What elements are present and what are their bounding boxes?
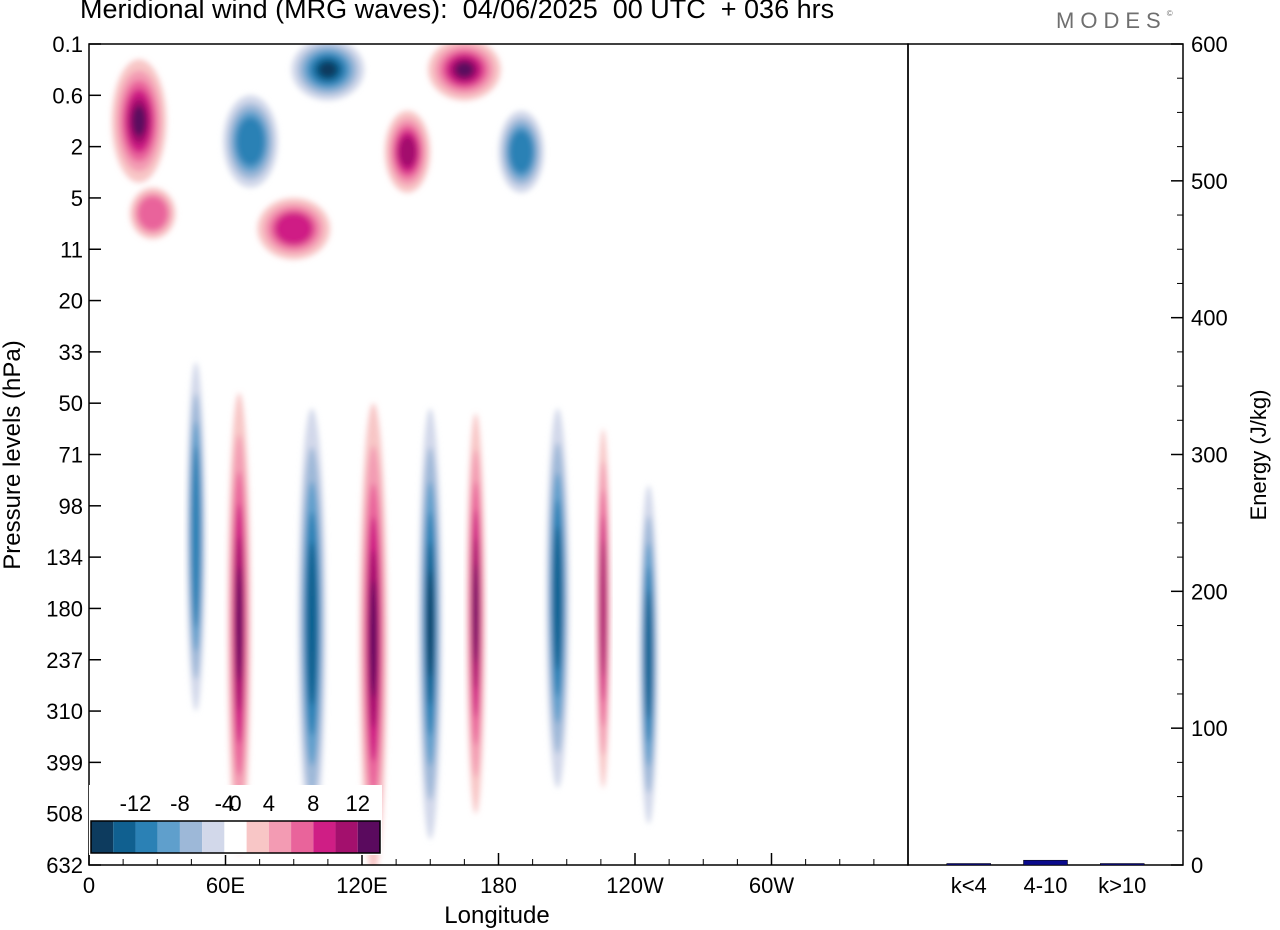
brand-mark: © — [1166, 8, 1173, 18]
colorbar-label: -4 — [215, 791, 235, 816]
wind-feature — [186, 362, 206, 712]
wind-feature — [298, 408, 326, 840]
wind-feature — [359, 403, 388, 865]
y-tick-label: 508 — [46, 802, 83, 827]
colorbar-swatch — [157, 821, 180, 853]
y-tick-label: 33 — [59, 340, 83, 365]
x-tick-label: 120W — [606, 873, 664, 898]
wind-feature — [466, 413, 485, 814]
wind-feature — [546, 408, 570, 789]
y-tick-label: 2 — [71, 135, 83, 160]
wind-contour-band — [427, 569, 434, 678]
colorbar-swatch — [357, 821, 380, 853]
wind-contour-band — [600, 540, 606, 677]
y-axis-label: Pressure levels (hPa) — [0, 340, 26, 569]
y-tick-label: 632 — [46, 853, 83, 878]
wind-contour-band — [191, 445, 201, 628]
x-tick-label: 0 — [83, 873, 95, 898]
wind-feature — [418, 408, 442, 840]
y-tick-label: 0.1 — [52, 32, 83, 57]
x-axis-label: Longitude — [444, 902, 549, 929]
wind-contour-band — [306, 541, 318, 706]
y-tick-label: 20 — [59, 289, 83, 314]
wind-contour-band — [473, 563, 479, 664]
colorbar-frame — [90, 820, 381, 854]
wind-contour-band — [645, 590, 653, 719]
colorbar-swatch — [268, 821, 292, 853]
wind-contour-band — [509, 130, 534, 174]
y-tick-label: 180 — [46, 596, 83, 621]
wind-contour-band — [137, 196, 168, 231]
colorbar-swatch — [135, 821, 158, 853]
wind-feature — [227, 392, 251, 855]
wind-feature — [498, 110, 544, 193]
heatmap-frame — [88, 43, 909, 866]
y-tick-label: 11 — [60, 237, 83, 262]
colorbar-swatch — [313, 821, 336, 853]
colorbar-swatch — [91, 821, 114, 853]
brand-name: MODES — [1056, 8, 1167, 33]
colorbar-label: -12 — [120, 791, 152, 816]
y-tick-label: 0.6 — [52, 83, 83, 108]
wind-feature — [257, 197, 331, 260]
y-tick-label: 98 — [59, 494, 83, 519]
x-tick-label: 60W — [749, 873, 794, 898]
colorbar-swatch — [291, 821, 314, 853]
y-tick-label: 399 — [46, 750, 83, 775]
wind-feature — [596, 428, 610, 789]
colorbar-swatch — [202, 821, 225, 853]
colorbar-swatch — [224, 821, 247, 853]
wind-feature — [639, 485, 658, 824]
wind-feature — [111, 59, 167, 183]
x-tick-label: 60E — [206, 873, 245, 898]
wind-feature — [223, 95, 278, 188]
y-tick-label: 71 — [59, 443, 83, 468]
y-tick-label: 5 — [71, 186, 83, 211]
y-tick-label: 237 — [46, 648, 83, 673]
wind-contour-band — [274, 212, 313, 245]
colorbar-swatch — [179, 821, 203, 853]
wind-feature — [384, 110, 431, 193]
y-tick-label: 50 — [59, 391, 83, 416]
wind-contour-band — [369, 580, 377, 699]
wind-contour-band — [318, 61, 337, 78]
wind-contour-band — [553, 526, 562, 671]
colorbar-swatch — [246, 821, 269, 853]
wind-contour-band — [236, 566, 242, 682]
wind-feature — [291, 44, 365, 101]
colorbar-swatch — [335, 821, 358, 853]
colorbar-swatch — [113, 821, 136, 853]
colorbar-label: 12 — [346, 791, 370, 816]
chart-title: Meridional wind (MRG waves): 04/06/2025 … — [80, 0, 835, 24]
brand-logo: MODES© — [1056, 8, 1173, 34]
y-tick-label: 134 — [46, 545, 83, 570]
wind-contour-band — [236, 117, 265, 166]
colorbar-label: 0 — [229, 791, 241, 816]
colorbar-label: -8 — [170, 791, 190, 816]
wind-contour-band — [455, 61, 474, 78]
wind-contour-band — [132, 105, 146, 137]
x-tick-label: 120E — [336, 873, 387, 898]
y-tick-label: 310 — [46, 699, 83, 724]
colorbar-label: 4 — [263, 791, 275, 816]
wind-feature — [129, 187, 176, 239]
x-tick-label: 180 — [480, 873, 517, 898]
wind-feature — [427, 44, 501, 101]
colorbar-label: 8 — [307, 791, 319, 816]
wind-contour-band — [398, 136, 417, 168]
